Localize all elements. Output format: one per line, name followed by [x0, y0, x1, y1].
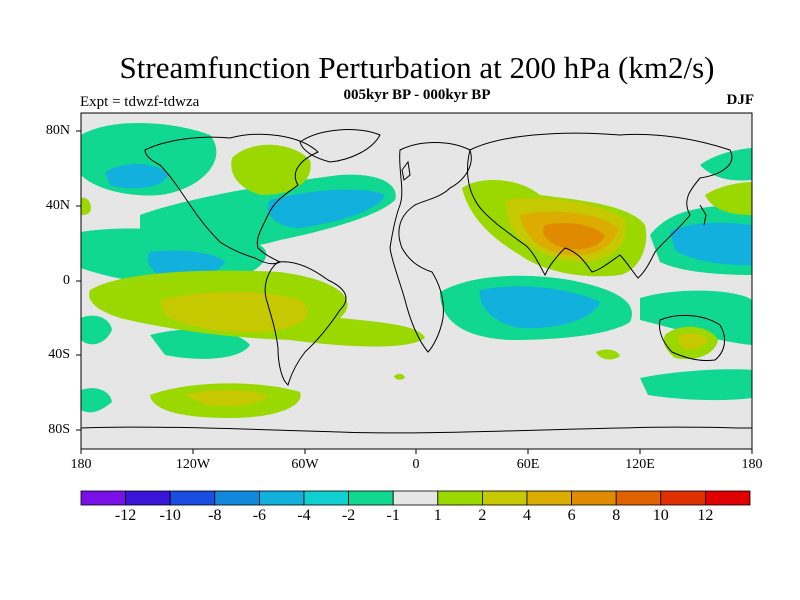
- lat-tick-label: 0: [63, 273, 70, 288]
- lon-tick-label: 120W: [175, 457, 211, 472]
- colorbar-swatch: [169, 490, 216, 506]
- contour-epacific-pos: [81, 197, 91, 216]
- colorbar-label: -1: [386, 507, 400, 524]
- colorbar-label: -8: [208, 507, 222, 524]
- map-title: Streamfunction Perturbation at 200 hPa (…: [119, 50, 715, 85]
- lon-tick-label: 120E: [625, 457, 655, 472]
- lon-tick-label: 60W: [291, 457, 319, 472]
- positive-anomaly-contours: [81, 144, 752, 418]
- colorbar-label: 2: [478, 507, 487, 524]
- lon-tick-label: 180: [741, 457, 763, 472]
- colorbar-swatch: [214, 490, 260, 506]
- colorbar-swatch: [571, 490, 617, 506]
- colorbar-swatch: [80, 490, 126, 506]
- coast-asia: [467, 132, 733, 279]
- colorbar-swatch: [125, 490, 171, 506]
- map-plot-area: [81, 113, 752, 449]
- negative-anomaly-contours: [81, 122, 752, 413]
- colorbar-label: -10: [159, 507, 181, 524]
- coast-north-america: [144, 133, 319, 265]
- coast-japan: [699, 204, 707, 226]
- lat-tick-label: 80S: [48, 422, 70, 437]
- colorbar-label: -4: [297, 507, 311, 524]
- colorbar-label: 4: [523, 507, 531, 524]
- colorbar-swatch: [258, 490, 305, 506]
- colorbar-swatch: [392, 490, 439, 506]
- colorbar-label: -2: [341, 507, 356, 524]
- season-label: DJF: [726, 92, 755, 108]
- coast-australia: [659, 315, 726, 361]
- colorbar-label: 12: [697, 507, 714, 524]
- colorbar-swatch: [348, 490, 394, 506]
- colorbar-label: -12: [114, 507, 137, 524]
- colorbar: [80, 490, 751, 506]
- coast-uk: [401, 160, 411, 181]
- coast-antarctica: [81, 426, 752, 434]
- lon-tick-label: 60E: [516, 457, 540, 472]
- experiment-label: Expt = tdwzf-tdwza: [80, 94, 200, 110]
- colorbar-swatch: [526, 490, 572, 506]
- colorbar-swatch: [705, 490, 751, 506]
- colorbar-label: 10: [652, 507, 669, 524]
- lon-tick-label: 0: [412, 457, 420, 472]
- map-subtitle: 005kyr BP - 000kyr BP: [343, 87, 491, 103]
- lon-tick-label: 180: [70, 457, 92, 472]
- colorbar-swatch: [615, 490, 662, 506]
- lat-tick-label: 40N: [45, 198, 70, 213]
- colorbar-label: 1: [433, 507, 442, 524]
- lat-tick-label: 40S: [48, 347, 70, 362]
- coast-greenland: [299, 129, 381, 163]
- tick-marks: [76, 130, 753, 454]
- lat-tick-label: 80N: [45, 123, 70, 138]
- colorbar-swatch: [481, 490, 528, 506]
- colorbar-swatch: [437, 490, 483, 506]
- colorbar-swatch: [660, 490, 706, 506]
- coast-south-america: [264, 261, 347, 386]
- coast-europe-africa: [389, 142, 472, 353]
- colorbar-label: 6: [567, 507, 576, 524]
- colorbar-label: -6: [252, 507, 267, 524]
- contour-canada-pos: [231, 144, 311, 195]
- colorbar-swatch: [303, 490, 349, 506]
- colorbar-label: 8: [612, 507, 621, 524]
- coastlines: [81, 129, 752, 434]
